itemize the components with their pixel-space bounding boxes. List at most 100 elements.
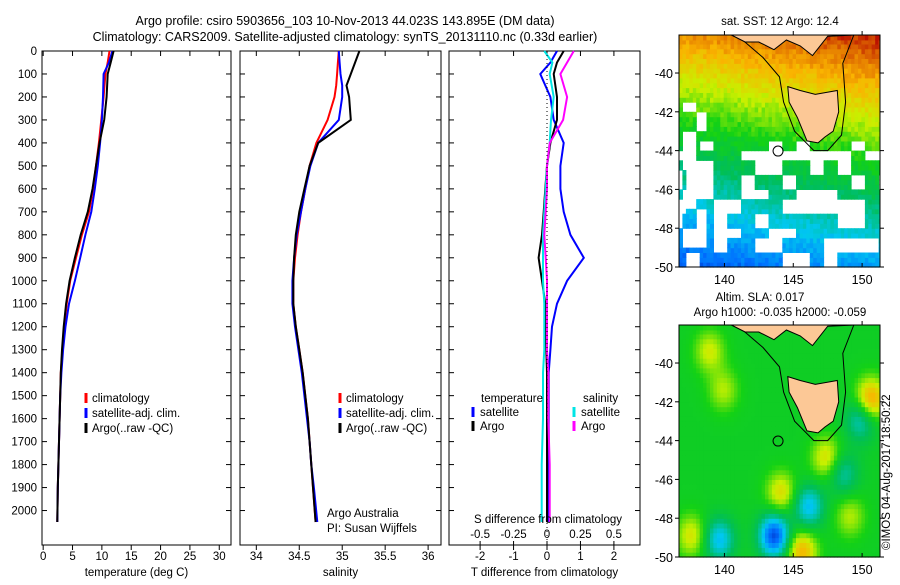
map-cell — [855, 117, 859, 122]
map-cell — [772, 528, 776, 533]
map-cell — [861, 416, 865, 421]
map-cell — [861, 475, 865, 480]
map-cell — [724, 523, 728, 528]
map-cell — [707, 83, 711, 88]
map-cell — [755, 334, 759, 339]
map-cell — [848, 88, 852, 93]
map-cell — [707, 494, 711, 499]
map-cell — [713, 426, 717, 431]
map-cell — [789, 334, 793, 339]
map-cell — [855, 523, 859, 528]
map-cell — [748, 339, 752, 344]
map-cell — [748, 479, 752, 484]
map-cell — [724, 35, 728, 40]
map-cell — [738, 238, 742, 243]
map-cell — [813, 257, 817, 262]
map-cell — [861, 470, 865, 475]
map-cell — [855, 397, 859, 402]
map-cell — [765, 533, 769, 538]
map-cell — [855, 378, 859, 383]
map-cell — [707, 219, 711, 224]
map-cell — [731, 189, 735, 194]
map-cell — [837, 455, 841, 460]
map-cell — [779, 523, 783, 528]
map-cell — [755, 504, 759, 509]
map-cell — [731, 131, 735, 136]
map-cell — [707, 450, 711, 455]
map-cell — [848, 112, 852, 117]
map-cell — [861, 489, 865, 494]
map-cell — [772, 180, 776, 185]
title-line-1: Argo profile: csiro 5903656_103 10-Nov-2… — [135, 14, 554, 28]
map-cell — [765, 368, 769, 373]
map-cell — [796, 349, 800, 354]
map-cell — [710, 219, 714, 224]
y-tick-label: 300 — [18, 115, 37, 127]
map-cell — [861, 387, 865, 392]
map-cell — [830, 455, 834, 460]
map-cell — [772, 189, 776, 194]
map-cell — [738, 363, 742, 368]
map-cell — [772, 209, 776, 214]
map-cell — [696, 479, 700, 484]
y-tick-label: 200 — [18, 92, 37, 104]
map-cell — [855, 373, 859, 378]
map-cell — [806, 533, 810, 538]
map-cell — [789, 518, 793, 523]
map-cell — [813, 455, 817, 460]
map-cell — [731, 421, 735, 426]
map-cell — [848, 513, 852, 518]
map-cell — [713, 499, 717, 504]
map-cell — [724, 499, 728, 504]
map-cell — [779, 102, 783, 107]
map-cell — [855, 470, 859, 475]
map-cell — [731, 378, 735, 383]
map-cell — [689, 83, 693, 88]
map-cell — [772, 416, 776, 421]
map-cell — [872, 214, 876, 219]
map-cell — [848, 373, 852, 378]
map-cell — [713, 122, 717, 127]
map-cell — [707, 344, 711, 349]
map-cell — [806, 228, 810, 233]
map-cell — [731, 382, 735, 387]
map-cell — [772, 538, 776, 543]
map-cell — [796, 214, 800, 219]
map-cell — [707, 126, 711, 131]
map-cell — [765, 538, 769, 543]
map-cell — [772, 407, 776, 412]
map-cell — [855, 151, 859, 156]
map-cell — [779, 407, 783, 412]
map-cell — [848, 538, 852, 543]
map-cell — [682, 368, 686, 373]
map-cell — [772, 518, 776, 523]
map-cell — [755, 465, 759, 470]
map-cell — [724, 126, 728, 131]
x-axis-label: T difference from climatology — [471, 567, 618, 579]
map-cell — [682, 538, 686, 543]
map-cell — [806, 353, 810, 358]
map-cell — [765, 416, 769, 421]
map-cell — [861, 426, 865, 431]
map-cell — [755, 479, 759, 484]
map-cell — [796, 63, 800, 68]
map-cell — [738, 102, 742, 107]
map-cell — [682, 339, 686, 344]
map-cell — [724, 185, 728, 190]
map-cell — [724, 465, 728, 470]
map-cell — [755, 358, 759, 363]
map-cell — [724, 392, 728, 397]
map-cell — [724, 112, 728, 117]
map-cell — [830, 214, 834, 219]
map-cell — [848, 63, 852, 68]
map-cell — [848, 407, 852, 412]
map-cell — [713, 412, 717, 417]
map-cell — [731, 257, 735, 262]
map-cell — [772, 513, 776, 518]
map-cell — [755, 518, 759, 523]
map-cell — [738, 78, 742, 83]
x-tick-label: 1 — [577, 551, 583, 563]
map-cell — [724, 253, 728, 258]
map-cell — [772, 353, 776, 358]
